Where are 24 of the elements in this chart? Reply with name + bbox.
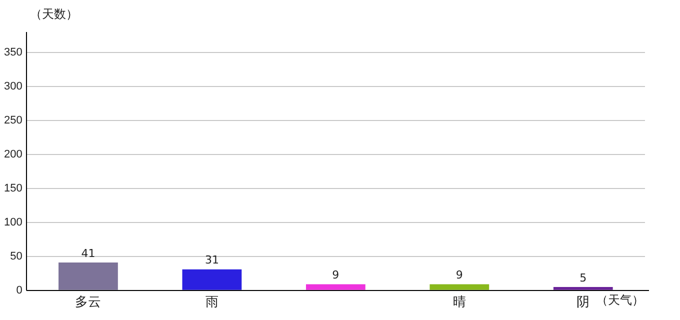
y-tick-label: 350 [4, 46, 22, 58]
bar [58, 262, 118, 290]
data-label: 5 [580, 271, 587, 284]
bar [553, 287, 613, 290]
x-tick-label: 雨 [205, 294, 218, 309]
y-tick-label: 0 [16, 284, 22, 296]
y-tick-label: 300 [4, 80, 22, 92]
bar [182, 269, 242, 290]
bar [306, 284, 366, 290]
bar [430, 284, 490, 290]
y-axis-title: （天数） [30, 6, 78, 23]
data-label: 31 [204, 254, 219, 267]
data-label: 9 [456, 268, 463, 282]
y-tick-label: 100 [4, 216, 22, 228]
y-tick-label: 50 [10, 250, 22, 262]
y-tick-label: 150 [4, 182, 22, 194]
data-label: 9 [332, 268, 340, 282]
x-tick-label: 多云 [75, 294, 102, 309]
data-label: 41 [81, 246, 96, 260]
x-tick-label: 阴 [576, 294, 590, 309]
x-axis-title: （天气） [596, 292, 644, 309]
y-tick-label: 250 [4, 114, 22, 126]
x-tick-label: 晴 [452, 294, 466, 309]
y-tick-label: 200 [4, 148, 22, 160]
